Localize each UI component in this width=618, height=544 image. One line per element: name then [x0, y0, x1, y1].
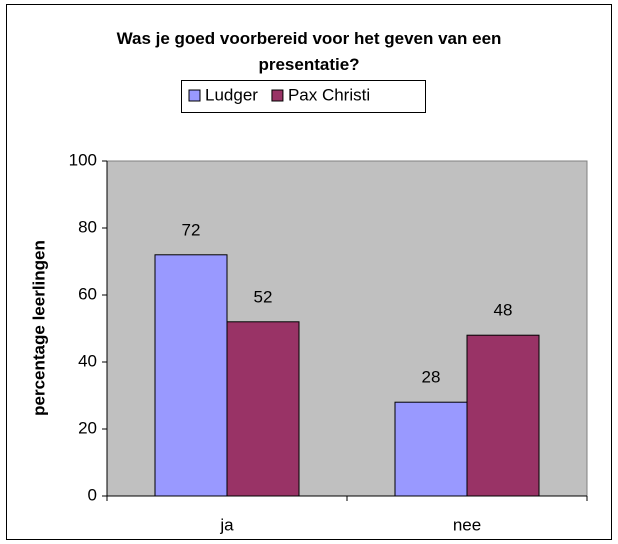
- legend-label: Pax Christi: [288, 85, 370, 104]
- y-tick-label: 40: [78, 351, 97, 370]
- y-tick-label: 20: [78, 418, 97, 437]
- y-tick-label: 80: [78, 217, 97, 236]
- bar: [466, 334, 540, 497]
- bar: [154, 254, 228, 497]
- x-tick-label: nee: [453, 515, 481, 534]
- legend-label: Ludger: [205, 85, 258, 104]
- y-axis-label: percentage leerlingen: [29, 240, 48, 416]
- bar: [394, 401, 468, 497]
- y-tick-label: 100: [69, 150, 97, 169]
- y-tick-label: 60: [78, 284, 97, 303]
- legend-box: [181, 80, 426, 113]
- legend-swatch: [271, 89, 284, 102]
- legend-swatch: [188, 89, 201, 102]
- x-tick-label: ja: [219, 515, 234, 534]
- y-tick-label: 0: [88, 485, 97, 504]
- data-label: 52: [254, 287, 273, 306]
- chart-title: Was je goed voorbereid voor het geven va…: [116, 29, 502, 74]
- data-label: 28: [422, 368, 441, 387]
- data-label: 48: [494, 301, 513, 320]
- bar: [226, 321, 300, 497]
- data-label: 72: [182, 220, 201, 239]
